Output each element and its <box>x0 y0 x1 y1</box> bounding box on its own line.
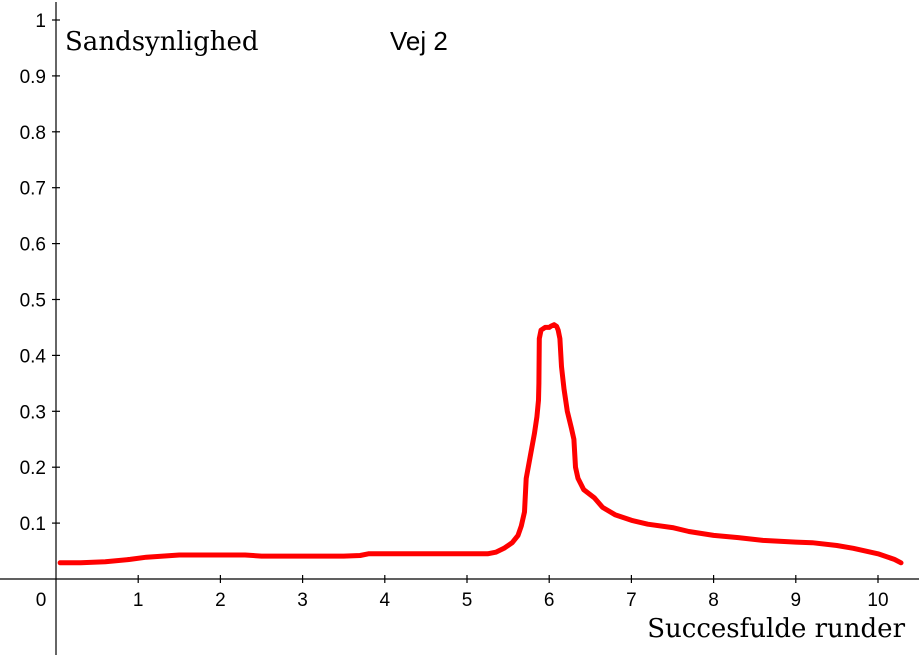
y-tick-label: 0.1 <box>20 514 46 535</box>
x-tick-label: 8 <box>708 590 719 611</box>
x-tick-label: 9 <box>791 590 802 611</box>
data-series <box>57 322 904 566</box>
y-axis-label: Sandsynlighed <box>65 27 259 57</box>
y-tick-label: 0.9 <box>20 67 46 88</box>
axis-ticks: 1 2 3 4 5 6 7 8 9 10 0.1 0.2 0.3 0.4 0.5 0.6 0.7 0.8 0.9 1 <box>20 11 889 611</box>
x-axis-label: Succesfulde runder <box>647 614 905 644</box>
y-tick-label: 0.8 <box>20 123 46 144</box>
y-tick-label: 0.2 <box>20 458 46 479</box>
x-tick-label: 1 <box>133 590 144 611</box>
x-tick-label: 5 <box>462 590 473 611</box>
x-tick-label: 4 <box>380 590 391 611</box>
y-tick-label: 0.6 <box>20 235 46 256</box>
probability-curve <box>57 322 904 566</box>
x-tick-label: 3 <box>297 590 308 611</box>
y-tick-label: 0.5 <box>20 291 46 312</box>
chart-title: Vej 2 <box>390 26 448 56</box>
y-tick-label: 0.4 <box>20 346 47 367</box>
y-tick-label: 0.7 <box>20 179 46 200</box>
x-tick-label: 7 <box>626 590 637 611</box>
y-tick-label: 1 <box>35 11 46 32</box>
x-tick-label: 10 <box>867 590 888 611</box>
y-tick-label: 0.3 <box>20 402 46 423</box>
x-tick-label: 2 <box>215 590 226 611</box>
origin-label: 0 <box>36 590 47 611</box>
x-tick-label: 6 <box>544 590 555 611</box>
